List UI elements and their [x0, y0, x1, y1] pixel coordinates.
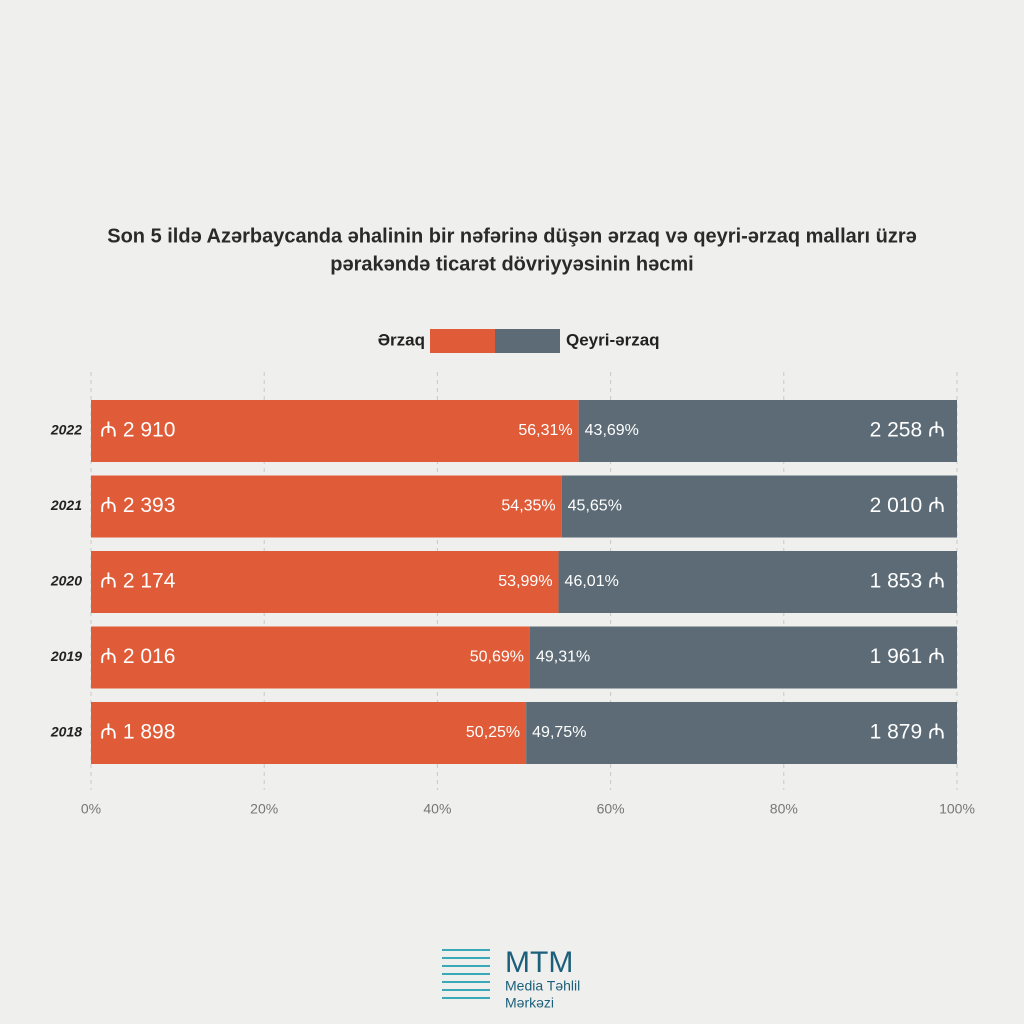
value-label: 43,69% [585, 422, 639, 439]
x-tick-label: 40% [423, 801, 451, 817]
value-label: 50,25% [466, 724, 520, 741]
bar-segment [526, 702, 957, 764]
bar-segment [91, 702, 527, 764]
bar-segment [558, 551, 957, 613]
amount-label: 1 961 ₼ [870, 645, 945, 668]
legend-label: Ərzaq [378, 330, 425, 349]
x-tick-label: 100% [939, 801, 975, 817]
amount-label: ₼ 2 016 [100, 645, 175, 668]
bar-segment [529, 626, 957, 689]
y-tick-label: 2021 [50, 497, 82, 513]
amount-label: ₼ 2 174 [100, 570, 176, 593]
logo-line: Media Təhlil [505, 978, 580, 994]
x-tick-label: 20% [250, 801, 278, 817]
x-tick-label: 80% [770, 801, 798, 817]
y-tick-label: 2020 [50, 573, 82, 589]
amount-label: 1 879 ₼ [870, 721, 945, 744]
bar-segment [91, 400, 579, 462]
amount-label: ₼ 2 910 [100, 419, 175, 442]
x-tick-label: 60% [597, 801, 625, 817]
logo-line: Mərkəzi [505, 995, 554, 1011]
bar-segment [91, 626, 530, 689]
bar-segment [91, 551, 559, 613]
logo: MTM Media Təhlil Mərkəzi [442, 946, 580, 1011]
value-label: 54,35% [501, 498, 555, 515]
bar-segment [578, 400, 957, 462]
value-label: 49,31% [536, 649, 590, 666]
amount-label: ₼ 2 393 [100, 494, 175, 517]
value-label: 56,31% [518, 422, 572, 439]
x-tick-label: 0% [81, 801, 101, 817]
chart-subtitle: pərakəndə ticarət dövriyyəsinin həcmi [330, 253, 694, 275]
amount-label: 2 010 ₼ [870, 494, 945, 517]
amount-label: 1 853 ₼ [870, 570, 945, 593]
value-label: 53,99% [498, 573, 552, 590]
y-tick-label: 2018 [50, 724, 82, 740]
amount-label: ₼ 1 898 [100, 721, 175, 744]
bar-segment [561, 475, 957, 538]
value-label: 45,65% [568, 498, 622, 515]
logo-name: MTM [505, 946, 573, 979]
legend-swatch [495, 329, 560, 353]
legend-swatch [430, 329, 495, 353]
bar-segment [91, 475, 562, 538]
value-label: 46,01% [565, 573, 619, 590]
logo-icon [442, 949, 490, 999]
value-label: 49,75% [532, 724, 586, 741]
y-tick-label: 2019 [50, 648, 82, 664]
value-label: 50,69% [470, 649, 524, 666]
legend-label: Qeyri-ərzaq [566, 330, 660, 349]
amount-label: 2 258 ₼ [870, 419, 945, 442]
chart-title: Son 5 ildə Azərbaycanda əhalinin bir nəf… [107, 225, 917, 247]
y-tick-label: 2022 [50, 422, 82, 438]
